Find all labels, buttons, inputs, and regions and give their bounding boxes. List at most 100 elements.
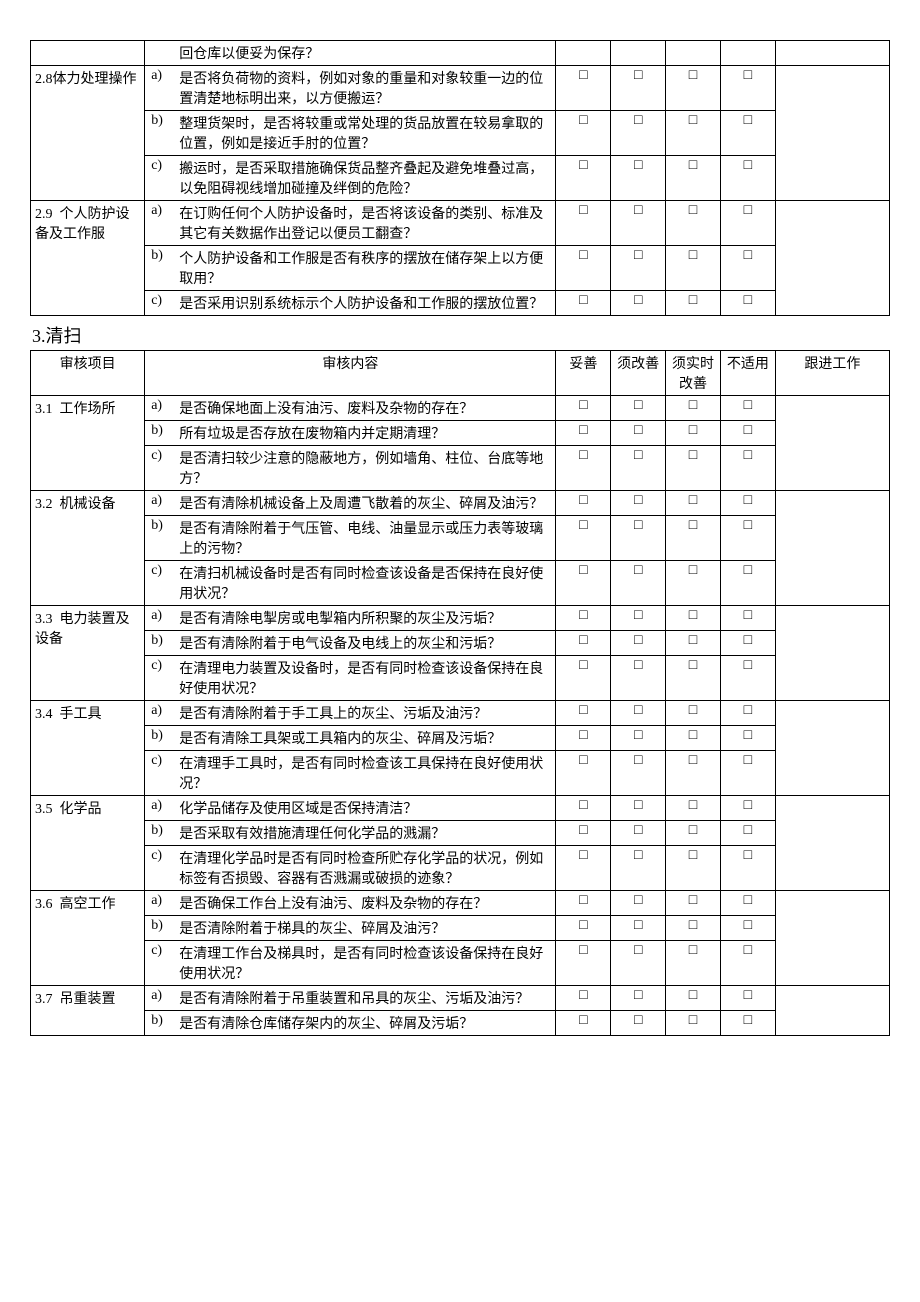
checkbox-cell[interactable]: □ [666,1011,721,1036]
checkbox-cell[interactable]: □ [720,701,775,726]
checkbox-cell[interactable]: □ [556,491,611,516]
checkbox-cell[interactable]: □ [666,201,721,246]
checkbox-cell[interactable]: □ [611,751,666,796]
checkbox-cell[interactable]: □ [666,606,721,631]
checkbox-cell[interactable]: □ [611,631,666,656]
checkbox-cell[interactable]: □ [556,726,611,751]
checkbox-cell[interactable]: □ [556,986,611,1011]
checkbox-cell[interactable]: □ [556,796,611,821]
checkbox-cell[interactable]: □ [556,821,611,846]
checkbox-cell[interactable]: □ [720,516,775,561]
checkbox-cell[interactable]: □ [720,246,775,291]
checkbox-cell[interactable]: □ [666,986,721,1011]
checkbox-cell[interactable]: □ [556,201,611,246]
checkbox-cell[interactable]: □ [666,156,721,201]
checkbox-cell[interactable]: □ [611,291,666,316]
checkbox-cell[interactable]: □ [720,656,775,701]
followup-cell[interactable] [775,701,889,796]
checkbox-cell[interactable]: □ [611,1011,666,1036]
checkbox-cell[interactable]: □ [720,726,775,751]
checkbox-cell[interactable]: □ [611,201,666,246]
checkbox-cell[interactable]: □ [556,846,611,891]
checkbox-cell[interactable]: □ [611,111,666,156]
checkbox-cell[interactable]: □ [720,846,775,891]
checkbox-cell[interactable]: □ [611,516,666,561]
checkbox-cell[interactable]: □ [666,66,721,111]
checkbox-cell[interactable]: □ [666,941,721,986]
followup-cell[interactable] [775,986,889,1036]
checkbox-cell[interactable] [666,41,721,66]
checkbox-cell[interactable]: □ [666,701,721,726]
checkbox-cell[interactable]: □ [611,66,666,111]
checkbox-cell[interactable]: □ [720,201,775,246]
checkbox-cell[interactable]: □ [720,421,775,446]
checkbox-cell[interactable]: □ [666,891,721,916]
followup-cell[interactable] [775,606,889,701]
checkbox-cell[interactable]: □ [720,606,775,631]
checkbox-cell[interactable]: □ [720,751,775,796]
checkbox-cell[interactable]: □ [666,726,721,751]
checkbox-cell[interactable]: □ [666,631,721,656]
checkbox-cell[interactable]: □ [666,246,721,291]
checkbox-cell[interactable]: □ [720,631,775,656]
checkbox-cell[interactable]: □ [556,291,611,316]
checkbox-cell[interactable]: □ [611,846,666,891]
followup-cell[interactable] [775,41,889,66]
checkbox-cell[interactable]: □ [666,491,721,516]
checkbox-cell[interactable]: □ [720,156,775,201]
checkbox-cell[interactable]: □ [556,396,611,421]
checkbox-cell[interactable]: □ [720,941,775,986]
checkbox-cell[interactable]: □ [720,66,775,111]
checkbox-cell[interactable]: □ [666,421,721,446]
followup-cell[interactable] [775,491,889,606]
checkbox-cell[interactable]: □ [720,111,775,156]
checkbox-cell[interactable]: □ [611,421,666,446]
checkbox-cell[interactable]: □ [611,916,666,941]
checkbox-cell[interactable]: □ [666,446,721,491]
checkbox-cell[interactable]: □ [666,396,721,421]
checkbox-cell[interactable]: □ [720,796,775,821]
checkbox-cell[interactable]: □ [611,796,666,821]
followup-cell[interactable] [775,891,889,986]
checkbox-cell[interactable]: □ [611,701,666,726]
checkbox-cell[interactable]: □ [556,516,611,561]
followup-cell[interactable] [775,396,889,491]
checkbox-cell[interactable]: □ [556,631,611,656]
checkbox-cell[interactable]: □ [556,701,611,726]
checkbox-cell[interactable]: □ [556,111,611,156]
checkbox-cell[interactable]: □ [720,916,775,941]
checkbox-cell[interactable] [611,41,666,66]
checkbox-cell[interactable]: □ [556,916,611,941]
checkbox-cell[interactable]: □ [666,751,721,796]
checkbox-cell[interactable]: □ [666,561,721,606]
checkbox-cell[interactable]: □ [720,891,775,916]
checkbox-cell[interactable]: □ [666,821,721,846]
checkbox-cell[interactable]: □ [720,1011,775,1036]
checkbox-cell[interactable]: □ [611,986,666,1011]
checkbox-cell[interactable]: □ [720,821,775,846]
checkbox-cell[interactable]: □ [611,941,666,986]
followup-cell[interactable] [775,796,889,891]
checkbox-cell[interactable]: □ [666,111,721,156]
checkbox-cell[interactable]: □ [611,246,666,291]
checkbox-cell[interactable]: □ [720,291,775,316]
checkbox-cell[interactable]: □ [720,491,775,516]
checkbox-cell[interactable]: □ [666,291,721,316]
checkbox-cell[interactable]: □ [611,606,666,631]
checkbox-cell[interactable]: □ [720,446,775,491]
checkbox-cell[interactable]: □ [666,656,721,701]
checkbox-cell[interactable]: □ [611,891,666,916]
checkbox-cell[interactable]: □ [556,561,611,606]
checkbox-cell[interactable]: □ [611,396,666,421]
checkbox-cell[interactable]: □ [556,656,611,701]
checkbox-cell[interactable]: □ [556,606,611,631]
checkbox-cell[interactable]: □ [720,561,775,606]
checkbox-cell[interactable]: □ [611,561,666,606]
checkbox-cell[interactable]: □ [556,751,611,796]
checkbox-cell[interactable]: □ [611,446,666,491]
checkbox-cell[interactable]: □ [556,1011,611,1036]
checkbox-cell[interactable]: □ [556,246,611,291]
checkbox-cell[interactable] [720,41,775,66]
checkbox-cell[interactable]: □ [556,156,611,201]
followup-cell[interactable] [775,201,889,316]
